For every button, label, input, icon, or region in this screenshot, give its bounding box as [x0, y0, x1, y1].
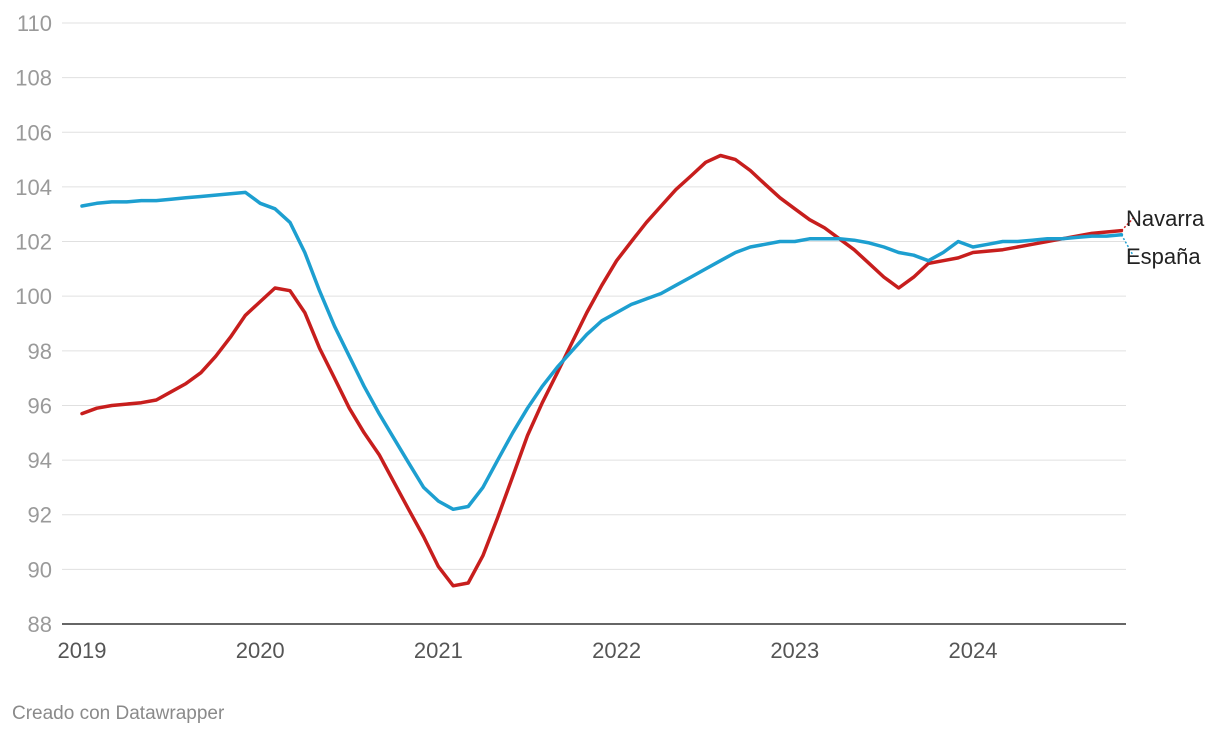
series-label-espa-a: España: [1126, 244, 1201, 269]
y-tick-label-106: 106: [15, 120, 52, 145]
y-tick-label-110: 110: [17, 11, 52, 36]
x-tick-label-2020: 2020: [236, 638, 285, 663]
y-tick-label-92: 92: [28, 503, 52, 528]
y-tick-label-90: 90: [28, 557, 52, 582]
x-tick-label-2023: 2023: [770, 638, 819, 663]
series-line-espa-a[interactable]: [80, 190, 1124, 512]
series-label-navarra: Navarra: [1126, 206, 1205, 231]
chart-credit[interactable]: Creado con Datawrapper: [12, 703, 225, 724]
y-axis-tick-labels: 88 90 92 94 96 98 100 102 104 106 108 110: [15, 11, 52, 637]
x-tick-label-2022: 2022: [592, 638, 641, 663]
y-tick-label-98: 98: [28, 339, 52, 364]
gridlines: [62, 22, 1126, 625]
y-tick-label-102: 102: [15, 230, 52, 255]
x-tick-label-2024: 2024: [949, 638, 998, 663]
x-axis-tick-labels: 2019 2020 2021 2022 2023 2024: [58, 638, 998, 663]
series-label-connector-navarra: [1120, 217, 1134, 232]
series-line-navarra[interactable]: [80, 153, 1124, 588]
x-tick-label-2021: 2021: [414, 638, 463, 663]
y-tick-label-100: 100: [15, 284, 52, 309]
series-direct-labels: Navarra España: [1120, 206, 1205, 269]
y-tick-label-104: 104: [15, 175, 52, 200]
y-tick-label-88: 88: [28, 612, 52, 637]
series-label-connector-espa-a: [1120, 234, 1135, 257]
y-tick-label-94: 94: [28, 448, 52, 473]
x-tick-label-2019: 2019: [58, 638, 107, 663]
y-tick-label-108: 108: [15, 66, 52, 91]
y-tick-label-96: 96: [28, 393, 52, 418]
series-lines: [80, 153, 1124, 588]
